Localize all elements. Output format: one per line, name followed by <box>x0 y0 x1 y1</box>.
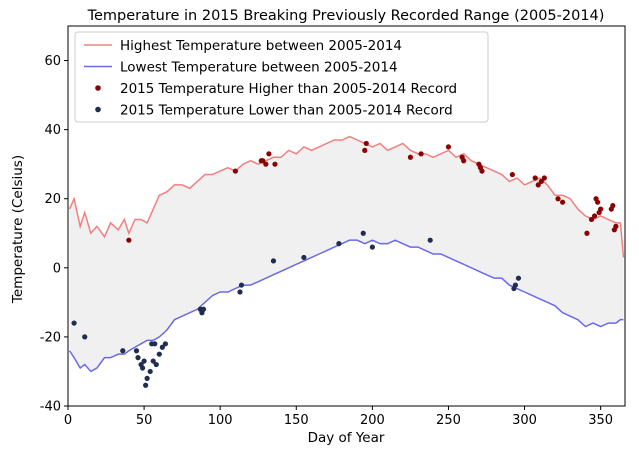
record-high-point <box>407 154 414 160</box>
record-high-point <box>263 161 269 167</box>
record-high-point <box>598 206 604 212</box>
record-low-point <box>150 358 156 364</box>
plot-frame <box>67 25 626 407</box>
record-high-point <box>260 158 266 164</box>
y-tick-label: 20 <box>44 192 61 207</box>
record-low-point <box>156 351 162 357</box>
record-high-point <box>584 230 590 236</box>
y-tick-label: 60 <box>44 54 61 69</box>
record-high-point <box>532 175 538 181</box>
legend-record-high-swatch <box>95 85 101 91</box>
x-tick-label: 300 <box>512 413 537 428</box>
legend-label: 2015 Temperature Higher than 2005-2014 R… <box>120 81 457 97</box>
record-high-point <box>363 140 369 147</box>
x-tick-label: 250 <box>436 413 461 428</box>
record-low-point <box>270 258 277 264</box>
legend-label: 2015 Temperature Lower than 2005-2014 Re… <box>120 103 453 119</box>
record-high-point <box>445 144 452 150</box>
record-high-point <box>595 199 601 205</box>
legend-record-low-swatch <box>95 106 101 113</box>
record-low-point <box>133 348 140 354</box>
y-tick-label: 40 <box>44 123 61 138</box>
record-low-point <box>162 341 168 347</box>
record-low-point <box>82 334 88 340</box>
record-low-point <box>238 282 245 288</box>
legend-label: Highest Temperature between 2005-2014 <box>120 38 402 54</box>
high-record-line <box>68 135 625 258</box>
chart-title: Temperature in 2015 Breaking Previously … <box>87 8 605 24</box>
record-high-point <box>479 168 485 174</box>
record-low-point <box>512 282 519 288</box>
x-tick-label: 200 <box>360 413 385 428</box>
record-low-point <box>515 275 522 281</box>
record-high-point <box>535 182 541 188</box>
record-high-point <box>362 147 368 153</box>
record-high-point <box>509 171 515 178</box>
x-tick-label: 100 <box>208 413 233 428</box>
x-tick-label: 350 <box>588 413 613 428</box>
record-low-point <box>159 344 165 350</box>
record-low-point <box>336 241 342 247</box>
record-low-point <box>135 355 141 361</box>
x-tick-label: 150 <box>284 413 309 428</box>
record-low-point <box>152 341 158 347</box>
legend-label: Lowest Temperature between 2005-2014 <box>120 60 398 76</box>
x-axis-title: Day of Year <box>308 430 385 446</box>
record-low-point <box>200 306 207 312</box>
record-range-band <box>69 136 624 372</box>
record-low-point <box>141 358 147 364</box>
record-high-point <box>266 151 272 157</box>
record-high-point <box>555 196 561 202</box>
record-high-point <box>461 158 467 164</box>
record-low-point <box>120 348 126 354</box>
record-high-point <box>272 161 278 167</box>
record-low-point <box>237 289 243 295</box>
plot-area <box>68 135 625 388</box>
record-high-point <box>610 203 616 209</box>
axes: 0 50 100 150 200 250 300 350 -40 -20 0 20 40 60 <box>40 25 626 428</box>
record-low-point <box>147 368 153 375</box>
record-low-point <box>153 361 159 368</box>
record-high-point <box>538 178 544 185</box>
record-high-point <box>541 175 547 181</box>
record-low-point <box>301 254 307 261</box>
record-low-point <box>427 237 433 243</box>
record-low-point <box>360 230 366 236</box>
record-high-point <box>418 151 424 157</box>
x-tick-label: 50 <box>136 413 153 428</box>
y-axis-title: Temperature (Celsius) <box>10 155 26 304</box>
record-low-point <box>71 320 77 326</box>
y-tick-label: -20 <box>40 330 61 345</box>
record-low-point <box>369 244 375 250</box>
record-high-point <box>232 168 239 174</box>
record-high-point <box>613 223 619 229</box>
record-low-point <box>143 382 149 388</box>
record-high-point <box>588 216 595 223</box>
record-high-point <box>591 213 598 219</box>
record-high-point <box>560 199 566 205</box>
y-tick-label: -40 <box>40 400 61 415</box>
record-high-point <box>126 237 132 243</box>
y-tick-label: 0 <box>53 261 61 276</box>
legend: Highest Temperature between 2005-2014 Low… <box>74 31 489 123</box>
record-low-point <box>139 365 146 371</box>
legend-box <box>74 31 489 123</box>
x-tick-label: 0 <box>64 413 72 428</box>
record-low-point <box>144 375 150 381</box>
